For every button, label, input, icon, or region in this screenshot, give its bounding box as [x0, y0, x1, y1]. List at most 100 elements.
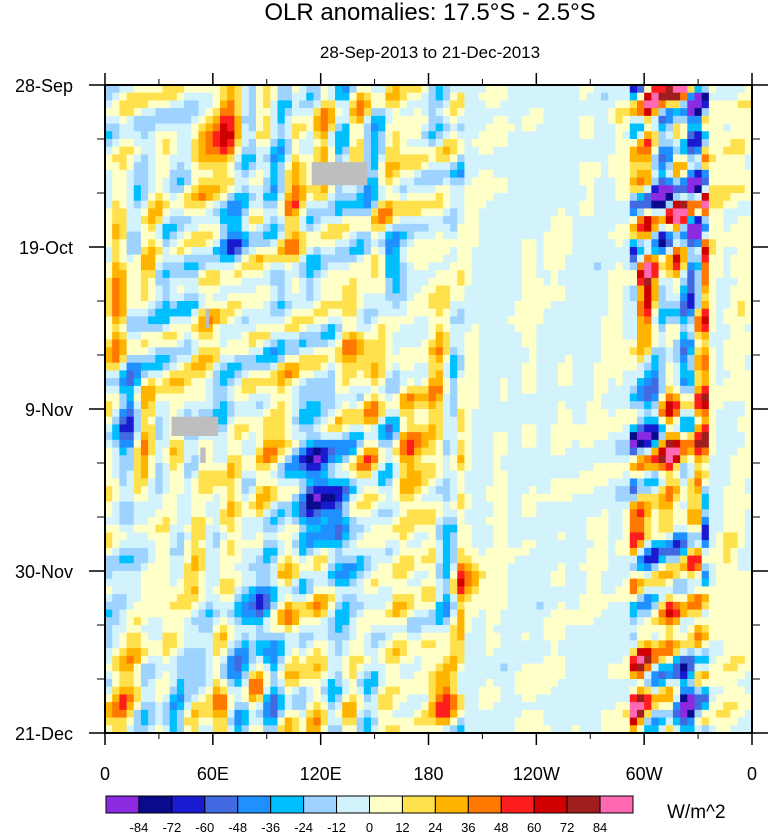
heatmap-cell: [687, 254, 696, 264]
heatmap-cell: [593, 447, 602, 456]
heatmap-cell: [306, 254, 315, 264]
heatmap-cell: [335, 324, 343, 333]
heatmap-cell: [169, 385, 178, 395]
heatmap-cell: [212, 316, 221, 325]
heatmap-cell: [306, 432, 315, 441]
heatmap-cell: [672, 270, 681, 279]
heatmap-cell: [737, 432, 746, 441]
heatmap-cell: [701, 416, 710, 426]
heatmap-cell: [241, 370, 250, 379]
heatmap-cell: [105, 154, 113, 163]
heatmap-cell: [536, 455, 545, 464]
heatmap-cell: [162, 100, 171, 109]
heatmap-cell: [378, 370, 386, 379]
heatmap-cell: [284, 339, 293, 348]
heatmap-cell: [457, 200, 466, 210]
heatmap-cell: [277, 447, 286, 456]
heatmap-cell: [450, 355, 458, 364]
heatmap-cell: [680, 439, 688, 449]
heatmap-cell: [486, 247, 494, 256]
heatmap-cell: [421, 200, 430, 210]
heatmap-cell: [227, 216, 235, 225]
heatmap-cell: [119, 308, 128, 318]
heatmap-cell: [392, 223, 401, 233]
heatmap-cell: [112, 162, 120, 171]
heatmap-cell: [557, 185, 566, 194]
heatmap-cell: [723, 432, 732, 441]
heatmap-cell: [694, 277, 703, 287]
heatmap-cell: [133, 85, 142, 94]
heatmap-cell: [701, 162, 710, 171]
heatmap-cell: [126, 254, 135, 264]
heatmap-cell: [687, 223, 696, 233]
heatmap-cell: [622, 285, 631, 294]
heatmap-cell: [306, 370, 315, 379]
heatmap-cell: [636, 355, 645, 364]
heatmap-cell: [162, 108, 171, 117]
heatmap-cell: [500, 324, 509, 333]
heatmap-cell: [665, 115, 674, 125]
heatmap-cell: [370, 339, 379, 348]
heatmap-cell: [435, 115, 444, 125]
heatmap-cell: [730, 270, 739, 279]
heatmap-cell: [291, 509, 300, 518]
heatmap-cell: [730, 223, 739, 233]
heatmap-cell: [255, 154, 264, 163]
heatmap-cell: [349, 108, 358, 117]
heatmap-cell: [234, 115, 243, 125]
heatmap-cell: [435, 131, 444, 140]
heatmap-cell: [248, 401, 257, 410]
heatmap-cell: [105, 146, 113, 156]
heatmap-cell: [184, 270, 192, 279]
heatmap-cell: [363, 470, 372, 480]
heatmap-cell: [658, 370, 667, 379]
heatmap-cell: [385, 378, 394, 387]
heatmap-cell: [248, 131, 257, 140]
heatmap-cell: [701, 339, 710, 348]
heatmap-cell: [306, 239, 315, 248]
heatmap-cell: [565, 447, 573, 456]
heatmap-cell: [399, 424, 408, 433]
heatmap-cell: [694, 478, 703, 487]
heatmap-cell: [205, 169, 214, 179]
heatmap-cell: [284, 100, 293, 109]
heatmap-cell: [737, 239, 746, 248]
heatmap-cell: [442, 92, 451, 102]
heatmap-cell: [651, 285, 660, 294]
heatmap-cell: [119, 123, 128, 132]
heatmap-cell: [608, 301, 617, 310]
heatmap-cell: [694, 324, 703, 333]
heatmap-cell: [507, 331, 516, 341]
heatmap-cell: [414, 270, 422, 279]
heatmap-cell: [306, 486, 315, 495]
heatmap-cell: [435, 169, 444, 179]
heatmap-cell: [112, 208, 120, 217]
heatmap-cell: [342, 470, 351, 480]
heatmap-cell: [723, 239, 732, 248]
heatmap-cell: [184, 193, 192, 202]
heatmap-cell: [507, 100, 516, 109]
heatmap-cell: [169, 123, 178, 132]
heatmap-cell: [248, 416, 257, 426]
heatmap-cell: [464, 108, 473, 117]
heatmap-cell: [205, 100, 214, 109]
heatmap-cell: [220, 339, 228, 348]
heatmap-cell: [248, 478, 257, 487]
heatmap-cell: [550, 401, 559, 410]
heatmap-cell: [593, 247, 602, 256]
heatmap-cell: [356, 393, 365, 402]
heatmap-cell: [521, 169, 530, 179]
heatmap-cell: [478, 308, 487, 318]
heatmap-cell: [665, 470, 674, 480]
heatmap-cell: [112, 169, 120, 179]
heatmap-cell: [184, 223, 192, 233]
heatmap-cell: [521, 432, 530, 441]
heatmap-cell: [708, 424, 717, 433]
heatmap-cell: [744, 216, 752, 225]
heatmap-cell: [277, 470, 286, 480]
heatmap-cell: [363, 301, 372, 310]
heatmap-cell: [198, 254, 207, 264]
heatmap-cell: [162, 409, 171, 418]
heatmap-cell: [220, 254, 228, 264]
heatmap-cell: [708, 200, 717, 210]
